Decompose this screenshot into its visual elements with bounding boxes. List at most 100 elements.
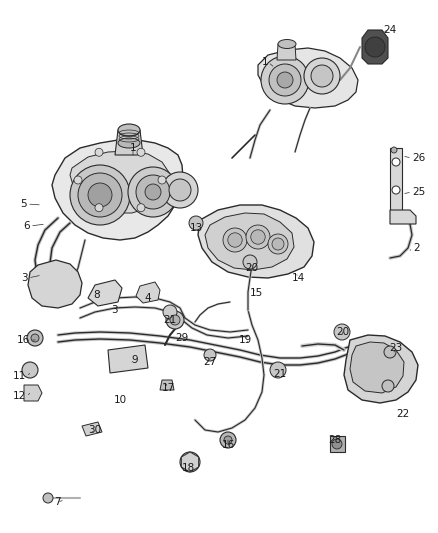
Text: 11: 11	[13, 371, 26, 381]
Circle shape	[246, 225, 270, 249]
Circle shape	[169, 179, 191, 201]
Circle shape	[382, 380, 394, 392]
Text: 18: 18	[181, 463, 194, 473]
Text: 21: 21	[163, 315, 177, 325]
Text: 6: 6	[23, 221, 30, 231]
Polygon shape	[24, 385, 42, 401]
Text: 9: 9	[132, 355, 138, 365]
Polygon shape	[136, 282, 160, 303]
Polygon shape	[362, 30, 388, 64]
Text: 23: 23	[389, 343, 403, 353]
Circle shape	[78, 173, 122, 217]
Polygon shape	[181, 452, 199, 472]
Circle shape	[74, 176, 82, 184]
Polygon shape	[28, 260, 82, 308]
Text: 1: 1	[261, 57, 268, 67]
Polygon shape	[88, 280, 122, 306]
Polygon shape	[115, 130, 143, 155]
Polygon shape	[160, 380, 174, 390]
Circle shape	[334, 324, 350, 340]
Circle shape	[223, 228, 247, 252]
Circle shape	[43, 493, 53, 503]
Polygon shape	[108, 345, 148, 373]
Circle shape	[128, 167, 178, 217]
Text: 1: 1	[130, 143, 136, 153]
Text: 16: 16	[221, 440, 235, 450]
Text: 12: 12	[13, 391, 26, 401]
Circle shape	[228, 233, 242, 247]
Text: 16: 16	[17, 335, 30, 345]
Circle shape	[384, 346, 396, 358]
Circle shape	[311, 65, 333, 87]
Circle shape	[277, 72, 293, 88]
Circle shape	[270, 362, 286, 378]
Text: 10: 10	[113, 395, 127, 405]
Polygon shape	[277, 44, 296, 60]
Text: 15: 15	[249, 288, 263, 298]
Polygon shape	[330, 436, 345, 452]
Circle shape	[162, 172, 198, 208]
Text: 20: 20	[245, 263, 258, 273]
Circle shape	[88, 183, 112, 207]
Circle shape	[268, 234, 288, 254]
Polygon shape	[198, 205, 314, 278]
Text: 17: 17	[161, 383, 175, 393]
Circle shape	[163, 305, 177, 319]
Polygon shape	[205, 213, 294, 270]
Circle shape	[272, 238, 284, 250]
Text: 29: 29	[175, 333, 189, 343]
Polygon shape	[390, 148, 402, 220]
Text: 3: 3	[21, 273, 28, 283]
Text: 2: 2	[413, 243, 420, 253]
Circle shape	[391, 147, 397, 153]
Circle shape	[204, 349, 216, 361]
Circle shape	[22, 362, 38, 378]
Circle shape	[392, 158, 400, 166]
Circle shape	[189, 216, 203, 230]
Circle shape	[269, 64, 301, 96]
Text: 4: 4	[145, 293, 151, 303]
Circle shape	[95, 148, 103, 156]
Polygon shape	[390, 210, 416, 224]
Text: 21: 21	[273, 369, 286, 379]
Text: 28: 28	[328, 435, 342, 445]
Circle shape	[27, 330, 43, 346]
Circle shape	[365, 37, 385, 57]
Ellipse shape	[278, 39, 296, 49]
Text: 14: 14	[291, 273, 304, 283]
Polygon shape	[82, 422, 102, 436]
Ellipse shape	[118, 138, 140, 148]
Circle shape	[158, 176, 166, 184]
Circle shape	[261, 56, 309, 104]
Circle shape	[145, 184, 161, 200]
Text: 22: 22	[396, 409, 410, 419]
Circle shape	[137, 204, 145, 212]
Text: 25: 25	[412, 187, 425, 197]
Circle shape	[170, 315, 180, 325]
Circle shape	[243, 255, 257, 269]
Circle shape	[95, 204, 103, 212]
Text: 24: 24	[383, 25, 397, 35]
Circle shape	[180, 452, 200, 472]
Text: 13: 13	[189, 223, 203, 233]
Text: 27: 27	[203, 357, 217, 367]
Circle shape	[251, 230, 265, 244]
Circle shape	[70, 165, 130, 225]
Circle shape	[224, 436, 232, 444]
Circle shape	[136, 175, 170, 209]
Ellipse shape	[118, 124, 140, 136]
Text: 19: 19	[238, 335, 251, 345]
Polygon shape	[344, 335, 418, 403]
Circle shape	[220, 432, 236, 448]
Polygon shape	[52, 140, 183, 240]
Text: 8: 8	[94, 290, 100, 300]
Polygon shape	[258, 48, 358, 108]
Circle shape	[332, 439, 342, 449]
Circle shape	[137, 148, 145, 156]
Text: 5: 5	[21, 199, 27, 209]
Circle shape	[166, 311, 184, 329]
Text: 20: 20	[336, 327, 350, 337]
Circle shape	[31, 334, 39, 342]
Circle shape	[304, 58, 340, 94]
Text: 7: 7	[54, 497, 60, 507]
